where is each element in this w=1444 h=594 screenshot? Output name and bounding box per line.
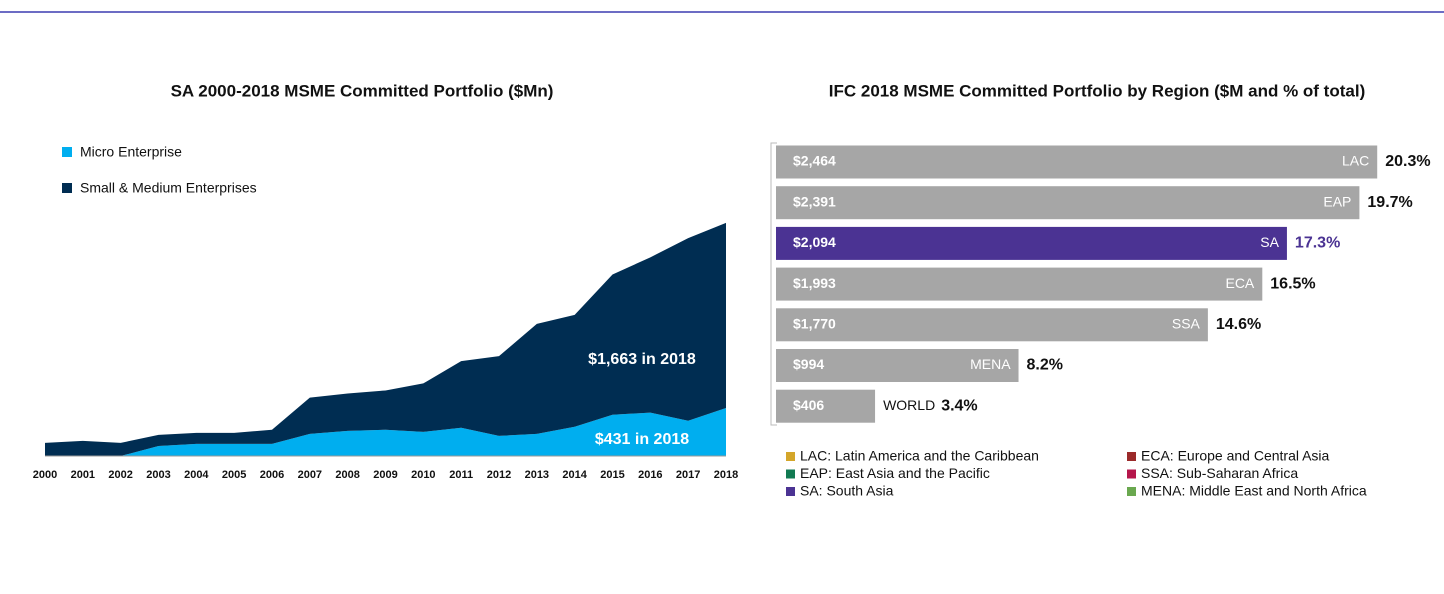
category-label: SA: [1260, 234, 1279, 250]
x-tick-label: 2015: [600, 469, 624, 481]
area: [45, 408, 726, 456]
x-tick-label: 2018: [714, 469, 738, 481]
legend-swatch: [786, 452, 795, 461]
legend-label: Small & Medium Enterprises: [80, 180, 257, 196]
category-label: ECA: [1225, 275, 1254, 291]
x-tick-label: 2004: [184, 469, 209, 481]
legend-swatch: [1127, 452, 1136, 461]
annotation: $1,663 in 2018: [588, 351, 696, 368]
x-tick-label: 2000: [33, 469, 57, 481]
value-label: $2,464: [793, 153, 836, 169]
x-tick-label: 2005: [222, 469, 246, 481]
legend-label: EAP: East Asia and the Pacific: [800, 465, 990, 481]
category-label: WORLD: [883, 397, 935, 413]
legend-label: ECA: Europe and Central Asia: [1141, 448, 1330, 464]
category-label: LAC: [1342, 153, 1369, 169]
legend-swatch: [1127, 469, 1136, 479]
bar: [776, 389, 876, 423]
legend-label: SA: South Asia: [800, 483, 894, 499]
legend-label: Micro Enterprise: [80, 144, 182, 160]
category-label: EAP: [1323, 193, 1351, 209]
x-tick-label: 2002: [108, 469, 132, 481]
x-tick-label: 2017: [676, 469, 700, 481]
legend-swatch: [786, 487, 795, 496]
legend-label: MENA: Middle East and North Africa: [1141, 483, 1367, 499]
value-label: $2,391: [793, 193, 836, 209]
bar: [776, 186, 1360, 220]
x-tick-label: 2012: [487, 469, 511, 481]
category-label: MENA: [970, 356, 1011, 372]
legend-swatch: [1127, 487, 1136, 496]
x-tick-label: 2010: [411, 469, 435, 481]
bar: [776, 308, 1208, 342]
chart-title: IFC 2018 MSME Committed Portfolio by Reg…: [829, 81, 1365, 100]
share-label: 17.3%: [1295, 235, 1340, 252]
share-label: 16.5%: [1270, 275, 1315, 292]
x-tick-label: 2003: [146, 469, 170, 481]
legend-label: LAC: Latin America and the Caribbean: [800, 448, 1039, 464]
x-tick-label: 2007: [298, 469, 322, 481]
value-label: $2,094: [793, 234, 836, 250]
x-tick-label: 2009: [373, 469, 397, 481]
x-tick-label: 2013: [525, 469, 549, 481]
bar: [776, 349, 1019, 382]
value-label: $1,993: [793, 275, 836, 291]
annotation: $431 in 2018: [595, 431, 689, 448]
share-label: 14.6%: [1216, 316, 1261, 333]
legend-swatch: [62, 183, 72, 193]
value-label: $1,770: [793, 316, 836, 332]
share-label: 3.4%: [941, 397, 977, 414]
area: [45, 222, 726, 456]
value-label: $406: [793, 397, 824, 413]
share-label: 19.7%: [1367, 194, 1412, 211]
axis-bracket: [770, 142, 777, 426]
x-tick-label: 2016: [638, 469, 662, 481]
x-tick-label: 2014: [562, 469, 587, 481]
legend-swatch: [786, 469, 795, 479]
x-tick-label: 2011: [449, 469, 473, 481]
bar: [776, 267, 1263, 301]
value-label: $994: [793, 356, 824, 372]
x-tick-label: 2006: [260, 469, 284, 481]
x-tick-label: 2008: [335, 469, 359, 481]
share-label: 20.3%: [1385, 153, 1430, 170]
chart-title: SA 2000-2018 MSME Committed Portfolio ($…: [171, 81, 554, 100]
bar: [776, 226, 1287, 260]
x-tick-label: 2001: [71, 469, 95, 481]
legend-label: SSA: Sub-Saharan Africa: [1141, 465, 1298, 481]
legend-swatch: [62, 147, 72, 157]
bar: [776, 145, 1378, 179]
share-label: 8.2%: [1027, 357, 1063, 374]
category-label: SSA: [1172, 316, 1201, 332]
